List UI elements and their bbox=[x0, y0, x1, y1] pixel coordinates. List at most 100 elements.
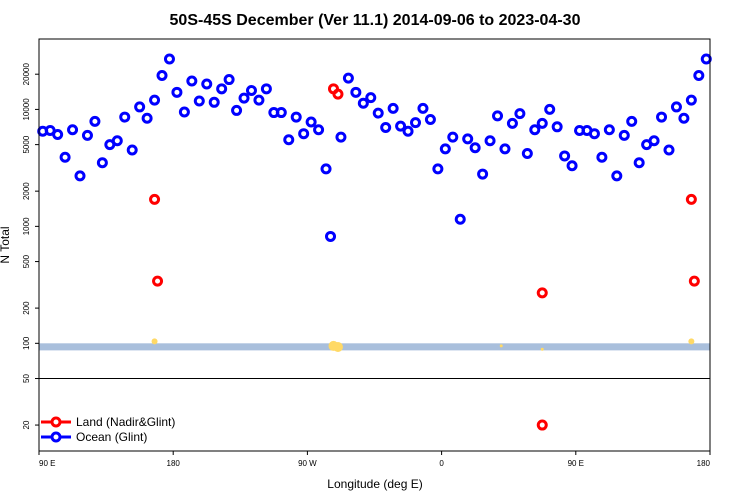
ocean-point bbox=[417, 102, 429, 114]
ocean-point bbox=[521, 147, 533, 159]
y-axis-label: N Total bbox=[0, 226, 12, 263]
ocean-point bbox=[432, 163, 444, 175]
y-tick-label: 1000 bbox=[22, 217, 31, 235]
ocean-point bbox=[499, 143, 511, 155]
ocean-point bbox=[551, 121, 563, 133]
y-tick-label: 50 bbox=[22, 374, 31, 383]
ocean-point bbox=[633, 157, 645, 169]
ocean-point bbox=[454, 213, 466, 225]
ocean-point bbox=[335, 131, 347, 143]
ocean-point bbox=[484, 135, 496, 147]
ocean-point bbox=[223, 74, 235, 86]
ocean-point bbox=[656, 111, 668, 123]
ocean-point bbox=[52, 129, 64, 141]
site-marker bbox=[151, 338, 158, 345]
ocean-point bbox=[96, 157, 108, 169]
ocean-point bbox=[305, 116, 317, 128]
ocean-point bbox=[372, 107, 384, 119]
ocean-point bbox=[618, 129, 630, 141]
land-point bbox=[332, 88, 344, 100]
ocean-point bbox=[275, 107, 287, 119]
x-axis: 90 E 180 90 W 0 90 E 180 bbox=[38, 451, 711, 468]
ocean-point bbox=[380, 122, 392, 134]
ocean-point bbox=[89, 115, 101, 127]
ocean-point bbox=[325, 230, 337, 242]
ocean-point bbox=[208, 96, 220, 108]
ocean-point bbox=[231, 104, 243, 116]
ocean-point bbox=[447, 131, 459, 143]
x-tick-label: 90 E bbox=[39, 459, 55, 468]
land-point bbox=[536, 287, 548, 299]
ocean-point bbox=[700, 53, 712, 65]
ocean-point bbox=[253, 94, 265, 106]
ocean-point bbox=[81, 129, 93, 141]
site-marker bbox=[332, 341, 343, 352]
ocean-point bbox=[424, 113, 436, 125]
ocean-point bbox=[514, 108, 526, 120]
y-tick-label: 20 bbox=[22, 420, 31, 429]
y-tick-label: 20000 bbox=[22, 63, 31, 86]
ocean-point bbox=[603, 124, 615, 136]
ocean-point bbox=[544, 103, 556, 115]
land-point bbox=[688, 275, 700, 287]
ocean-point bbox=[626, 115, 638, 127]
ocean-point bbox=[402, 125, 414, 137]
ocean-point bbox=[149, 94, 161, 106]
y-tick-label: 100 bbox=[22, 336, 31, 350]
y-tick-label: 10000 bbox=[22, 98, 31, 121]
ocean-point bbox=[290, 111, 302, 123]
plot-area bbox=[37, 53, 712, 431]
land-point bbox=[149, 193, 161, 205]
ocean-point bbox=[387, 102, 399, 114]
ocean-point bbox=[313, 124, 325, 136]
ocean-point bbox=[648, 135, 660, 147]
ocean-point bbox=[506, 117, 518, 129]
ocean-point bbox=[365, 92, 377, 104]
ocean-point bbox=[156, 69, 168, 81]
y-axis: 20 50 100 200 500 1000 2000 5000 10000 20000 bbox=[22, 63, 39, 430]
ocean-point bbox=[74, 170, 86, 182]
site-marker bbox=[688, 338, 695, 345]
ocean-point bbox=[178, 106, 190, 118]
ocean-point bbox=[126, 144, 138, 156]
ocean-point bbox=[596, 151, 608, 163]
ocean-point bbox=[663, 144, 675, 156]
legend: Land (Nadir&Glint)Ocean (Glint) bbox=[41, 415, 175, 444]
ocean-point bbox=[186, 75, 198, 87]
ocean-point bbox=[588, 128, 600, 140]
shaded-band bbox=[39, 343, 710, 351]
ocean-point bbox=[342, 72, 354, 84]
land-point bbox=[152, 275, 164, 287]
ocean-point bbox=[566, 160, 578, 172]
ocean-point bbox=[410, 117, 422, 129]
x-tick-label: 90 W bbox=[298, 459, 317, 468]
ocean-point bbox=[134, 101, 146, 113]
legend-label: Land (Nadir&Glint) bbox=[76, 415, 175, 429]
y-tick-label: 5000 bbox=[22, 135, 31, 153]
ocean-point bbox=[283, 134, 295, 146]
ocean-point bbox=[141, 112, 153, 124]
plot-frame bbox=[38, 38, 711, 452]
y-tick-label: 500 bbox=[22, 254, 31, 268]
ocean-point bbox=[492, 110, 504, 122]
ocean-point bbox=[260, 83, 272, 95]
ocean-point bbox=[559, 150, 571, 162]
legend-label: Ocean (Glint) bbox=[76, 430, 147, 444]
ocean-point bbox=[685, 94, 697, 106]
chart-title: 50S-45S December (Ver 11.1) 2014-09-06 t… bbox=[170, 12, 581, 29]
land-point bbox=[536, 419, 548, 431]
ocean-point bbox=[469, 142, 481, 154]
y-tick-label: 200 bbox=[22, 301, 31, 315]
ocean-point bbox=[111, 135, 123, 147]
ocean-point bbox=[439, 143, 451, 155]
ocean-point bbox=[678, 112, 690, 124]
ocean-point bbox=[357, 97, 369, 109]
ocean-point bbox=[298, 128, 310, 140]
ocean-point bbox=[201, 78, 213, 90]
x-tick-label: 0 bbox=[439, 459, 444, 468]
ocean-point bbox=[320, 163, 332, 175]
ocean-point bbox=[529, 124, 541, 136]
land-point bbox=[685, 193, 697, 205]
legend-marker bbox=[50, 431, 62, 443]
